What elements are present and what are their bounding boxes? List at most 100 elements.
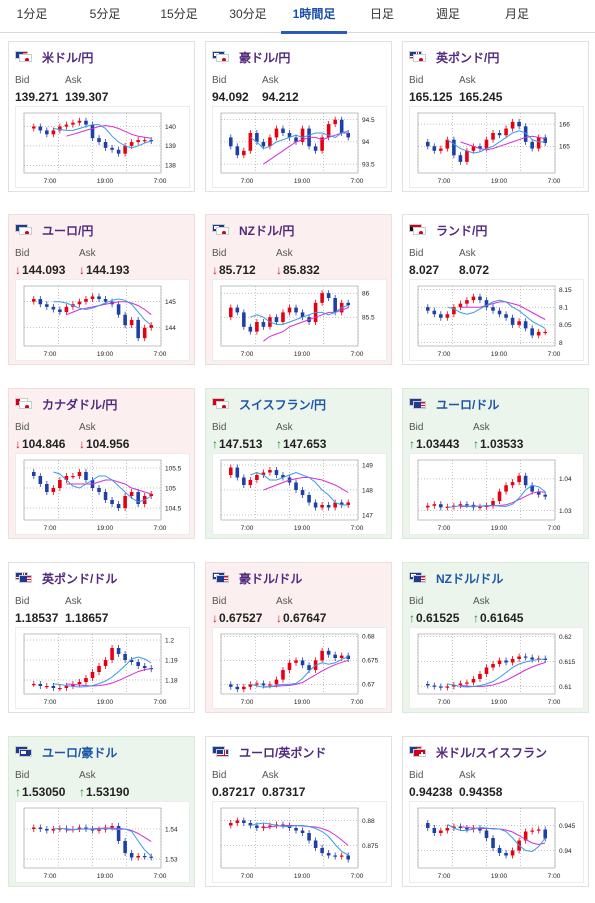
price-chart[interactable]: 0.94 0.945 7:00 19:00 7:00 xyxy=(409,801,584,883)
tab-weekly[interactable]: 週足 xyxy=(435,7,460,21)
ask-value: 94.212 xyxy=(262,90,299,104)
ma-short-line xyxy=(250,822,349,856)
flag-us-icon xyxy=(413,401,426,409)
candle-body xyxy=(51,306,56,310)
rate-card[interactable]: ユーロ/英ポンド Bid Ask 0.87217 0.87317 0.875 0.88 7:0… xyxy=(205,736,392,887)
rate-card[interactable]: 豪ドル/ドル Bid Ask ↓0.67527 ↓0.67647 0.67 0.675 0.6… xyxy=(205,562,392,713)
pair-name-link[interactable]: 米ドル/スイスフラン xyxy=(409,744,547,760)
tab-5min[interactable]: 5分足 xyxy=(89,7,121,21)
price-chart[interactable]: 1.18 1.19 1.2 7:00 19:00 7:00 xyxy=(15,627,190,709)
candle-body xyxy=(64,306,69,313)
tab-1hour[interactable]: 1時間足 xyxy=(281,0,347,34)
rate-card[interactable]: NZドル/円 Bid Ask ↓85.712 ↓85.832 85.5 86 7:00 19:0… xyxy=(205,214,392,365)
rate-card[interactable]: NZドル/ドル Bid Ask ↑0.61525 ↑0.61645 0.61 0.615 0.… xyxy=(402,562,589,713)
candle-body xyxy=(31,827,36,829)
candle-body xyxy=(465,300,469,304)
bid-value: 85.712 xyxy=(219,263,256,277)
candle-body xyxy=(123,314,127,326)
candle-body xyxy=(228,307,233,318)
rate-card[interactable]: 英ポンド/ドル Bid Ask 1.18537 1.18657 1.18 1.19 1.2 7:… xyxy=(8,562,195,713)
price-chart[interactable]: 138 139 140 7:00 19:00 7:00 xyxy=(15,106,190,188)
rate-card[interactable]: 米ドル/円 Bid Ask 139.271 139.307 138 139 140 7:00 19… xyxy=(8,41,195,192)
pair-name-link[interactable]: NZドル/円 xyxy=(212,222,294,238)
price-chart[interactable]: 8 8.05 8.1 8.15 7:00 19:00 7:00 xyxy=(409,279,584,361)
pair-name-link[interactable]: 英ポンド/ドル xyxy=(15,570,117,586)
pair-name-link[interactable]: ユーロ/英ポンド xyxy=(212,744,326,760)
candle-body xyxy=(543,331,548,334)
rate-card[interactable]: ランド/円 Bid Ask 8.027 8.072 8 8.05 8.1 8.15 7:00 19:… xyxy=(402,214,589,365)
pair-name: 米ドル/円 xyxy=(42,51,94,65)
price-chart[interactable]: 144 145 7:00 19:00 7:00 xyxy=(15,279,190,361)
rate-card[interactable]: カナダドル/円 Bid Ask ↓104.846 ↓104.956 104.5 105 105… xyxy=(8,388,195,539)
candle-body xyxy=(248,823,253,826)
candle-body xyxy=(517,656,521,659)
candle-body xyxy=(281,475,285,478)
pair-name-link[interactable]: ランド/円 xyxy=(409,222,487,238)
rate-card[interactable]: 英ポンド/円 Bid Ask 165.125 165.245 165 166 7:00 19:0… xyxy=(402,41,589,192)
price-chart[interactable]: 0.875 0.88 7:00 19:00 7:00 xyxy=(212,801,387,883)
candle-body xyxy=(242,150,246,156)
plot-frame xyxy=(23,285,162,347)
pair-name-link[interactable]: ユーロ/ドル xyxy=(409,396,499,412)
candle-body xyxy=(333,298,337,313)
x-tick-label: 7:00 xyxy=(438,699,451,706)
pair-name-link[interactable]: カナダドル/円 xyxy=(15,396,117,412)
rate-card[interactable]: 豪ドル/円 Bid Ask 94.092 94.212 93.5 94 94.5 7:00 19:… xyxy=(205,41,392,192)
pair-name-link[interactable]: ユーロ/円 xyxy=(15,222,93,238)
ask-price: 0.87317 xyxy=(262,785,305,799)
y-tick-label: 94.5 xyxy=(362,117,375,124)
price-chart[interactable]: 93.5 94 94.5 7:00 19:00 7:00 xyxy=(212,106,387,188)
pair-name-link[interactable]: ユーロ/豪ドル xyxy=(15,744,117,760)
rate-card[interactable]: ユーロ/豪ドル Bid Ask ↑1.53050 ↑1.53190 1.53 1.54 7:0… xyxy=(8,736,195,887)
candle-body xyxy=(116,304,121,315)
ask-label: Ask xyxy=(459,75,476,86)
pair-name-link[interactable]: 米ドル/円 xyxy=(15,49,93,65)
candle-body xyxy=(235,146,240,156)
price-chart[interactable]: 85.5 86 7:00 19:00 7:00 xyxy=(212,279,387,361)
ask-price: 165.245 xyxy=(459,90,502,104)
price-chart[interactable]: 147 148 149 7:00 19:00 7:00 xyxy=(212,453,387,535)
candle-body xyxy=(313,502,318,508)
tab-30min[interactable]: 30分足 xyxy=(229,7,267,21)
tab-daily[interactable]: 日足 xyxy=(369,7,394,21)
rate-card[interactable]: 米ドル/スイスフラン Bid Ask 0.94238 0.94358 0.94 0.945 7… xyxy=(402,736,589,887)
ask-label: Ask xyxy=(262,770,279,781)
ask-value: 147.653 xyxy=(283,437,327,451)
currency-flags xyxy=(15,51,37,63)
price-chart[interactable]: 1.53 1.54 7:00 19:00 7:00 xyxy=(15,801,190,883)
x-tick-label: 7:00 xyxy=(241,873,254,880)
candle-body xyxy=(64,124,69,127)
ask-price: 8.072 xyxy=(459,263,489,277)
candle-body xyxy=(268,684,272,686)
candle-body xyxy=(497,848,502,853)
pair-name-link[interactable]: 豪ドル/ドル xyxy=(212,570,302,586)
price-chart[interactable]: 0.61 0.615 0.62 7:00 19:00 7:00 xyxy=(409,627,584,709)
tab-monthly[interactable]: 月足 xyxy=(504,7,529,21)
ma-short-line xyxy=(53,124,152,149)
price-chart[interactable]: 165 166 7:00 19:00 7:00 xyxy=(409,106,584,188)
rate-card[interactable]: ユーロ/円 Bid Ask ↓144.093 ↓144.193 144 145 7:00 19:… xyxy=(8,214,195,365)
bid-price: ↓0.67527 xyxy=(212,611,262,625)
candle-body xyxy=(536,491,541,495)
pair-name-link[interactable]: 英ポンド/円 xyxy=(409,49,499,65)
candle-body xyxy=(307,833,311,841)
bid-label: Bid xyxy=(212,422,227,433)
bid-label: Bid xyxy=(15,75,30,86)
price-chart[interactable]: 0.67 0.675 0.68 7:00 19:00 7:00 xyxy=(212,627,387,709)
price-chart[interactable]: 104.5 105 105.5 7:00 19:00 7:00 xyxy=(15,453,190,535)
pair-name-link[interactable]: 豪ドル/円 xyxy=(212,49,290,65)
pair-name-link[interactable]: スイスフラン/円 xyxy=(212,396,326,412)
candle-body xyxy=(38,476,43,484)
y-tick-label: 0.88 xyxy=(362,818,375,825)
rate-card[interactable]: ユーロ/ドル Bid Ask ↑1.03443 ↑1.03533 1.03 1.04 7:00… xyxy=(402,388,589,539)
tab-15min[interactable]: 15分足 xyxy=(160,7,198,21)
y-tick-label: 1.54 xyxy=(165,826,178,833)
tab-1min[interactable]: 1分足 xyxy=(16,7,48,21)
candle-body xyxy=(129,492,134,496)
ma-short-line xyxy=(53,471,152,503)
pair-name-link[interactable]: NZドル/ドル xyxy=(409,570,503,586)
price-chart[interactable]: 1.03 1.04 7:00 19:00 7:00 xyxy=(409,453,584,535)
candle-body xyxy=(268,137,272,147)
rate-card[interactable]: スイスフラン/円 Bid Ask ↑147.513 ↑147.653 147 148 149 7… xyxy=(205,388,392,539)
bid-value: 1.03443 xyxy=(416,437,460,451)
